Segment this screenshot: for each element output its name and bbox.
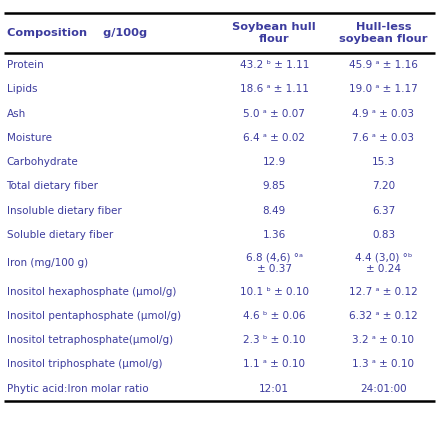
Text: 1.36: 1.36 xyxy=(263,230,286,240)
Text: Iron (mg/100 g): Iron (mg/100 g) xyxy=(7,258,88,268)
Text: 6.37: 6.37 xyxy=(372,206,395,216)
Text: 45.9 ᵃ ± 1.16: 45.9 ᵃ ± 1.16 xyxy=(349,60,418,70)
Text: 6.8 (4,6) °ᵃ
± 0.37: 6.8 (4,6) °ᵃ ± 0.37 xyxy=(246,253,303,274)
Text: Lipids: Lipids xyxy=(7,84,37,94)
Text: 12.9: 12.9 xyxy=(263,157,286,167)
Text: 4.9 ᵃ ± 0.03: 4.9 ᵃ ± 0.03 xyxy=(353,108,414,119)
Text: 3.2 ᵃ ± 0.10: 3.2 ᵃ ± 0.10 xyxy=(353,335,414,345)
Text: 5.0 ᵃ ± 0.07: 5.0 ᵃ ± 0.07 xyxy=(243,108,305,119)
Text: 24:01:00: 24:01:00 xyxy=(360,384,407,394)
Text: Ash: Ash xyxy=(7,108,26,119)
Text: 18.6 ᵃ ± 1.11: 18.6 ᵃ ± 1.11 xyxy=(240,84,309,94)
Text: Insoluble dietary fiber: Insoluble dietary fiber xyxy=(7,206,121,216)
Text: Protein: Protein xyxy=(7,60,43,70)
Text: Hull-less
soybean flour: Hull-less soybean flour xyxy=(339,22,428,44)
Text: Soybean hull
flour: Soybean hull flour xyxy=(232,22,316,44)
Text: 10.1 ᵇ ± 0.10: 10.1 ᵇ ± 0.10 xyxy=(240,287,309,297)
Text: Inositol pentaphosphate (μmol/g): Inositol pentaphosphate (μmol/g) xyxy=(7,311,180,321)
Text: 7.6 ᵃ ± 0.03: 7.6 ᵃ ± 0.03 xyxy=(353,133,414,143)
Text: 6.32 ᵃ ± 0.12: 6.32 ᵃ ± 0.12 xyxy=(349,311,418,321)
Text: Phytic acid:Iron molar ratio: Phytic acid:Iron molar ratio xyxy=(7,384,148,394)
Text: 19.0 ᵃ ± 1.17: 19.0 ᵃ ± 1.17 xyxy=(349,84,418,94)
Text: 43.2 ᵇ ± 1.11: 43.2 ᵇ ± 1.11 xyxy=(239,60,309,70)
Text: 1.1 ᵃ ± 0.10: 1.1 ᵃ ± 0.10 xyxy=(243,359,305,370)
Text: Total dietary fiber: Total dietary fiber xyxy=(7,181,99,191)
Text: 4.4 (3,0) °ᵇ
± 0.24: 4.4 (3,0) °ᵇ ± 0.24 xyxy=(355,253,412,274)
Text: 0.83: 0.83 xyxy=(372,230,395,240)
Text: 8.49: 8.49 xyxy=(263,206,286,216)
Text: Inositol tetraphosphate(μmol/g): Inositol tetraphosphate(μmol/g) xyxy=(7,335,173,345)
Text: 12.7 ᵃ ± 0.12: 12.7 ᵃ ± 0.12 xyxy=(349,287,418,297)
Text: 7.20: 7.20 xyxy=(372,181,395,191)
Text: 12:01: 12:01 xyxy=(259,384,289,394)
Text: Inositol hexaphosphate (μmol/g): Inositol hexaphosphate (μmol/g) xyxy=(7,287,176,297)
Text: Moisture: Moisture xyxy=(7,133,52,143)
Text: Inositol triphosphate (μmol/g): Inositol triphosphate (μmol/g) xyxy=(7,359,162,370)
Text: Soluble dietary fiber: Soluble dietary fiber xyxy=(7,230,113,240)
Text: Carbohydrate: Carbohydrate xyxy=(7,157,78,167)
Text: 6.4 ᵃ ± 0.02: 6.4 ᵃ ± 0.02 xyxy=(243,133,305,143)
Text: 2.3 ᵇ ± 0.10: 2.3 ᵇ ± 0.10 xyxy=(243,335,305,345)
Text: 15.3: 15.3 xyxy=(372,157,395,167)
Text: Composition    g/100g: Composition g/100g xyxy=(7,28,147,38)
Text: 9.85: 9.85 xyxy=(263,181,286,191)
Text: 1.3 ᵃ ± 0.10: 1.3 ᵃ ± 0.10 xyxy=(353,359,414,370)
Text: 4.6 ᵇ ± 0.06: 4.6 ᵇ ± 0.06 xyxy=(243,311,305,321)
